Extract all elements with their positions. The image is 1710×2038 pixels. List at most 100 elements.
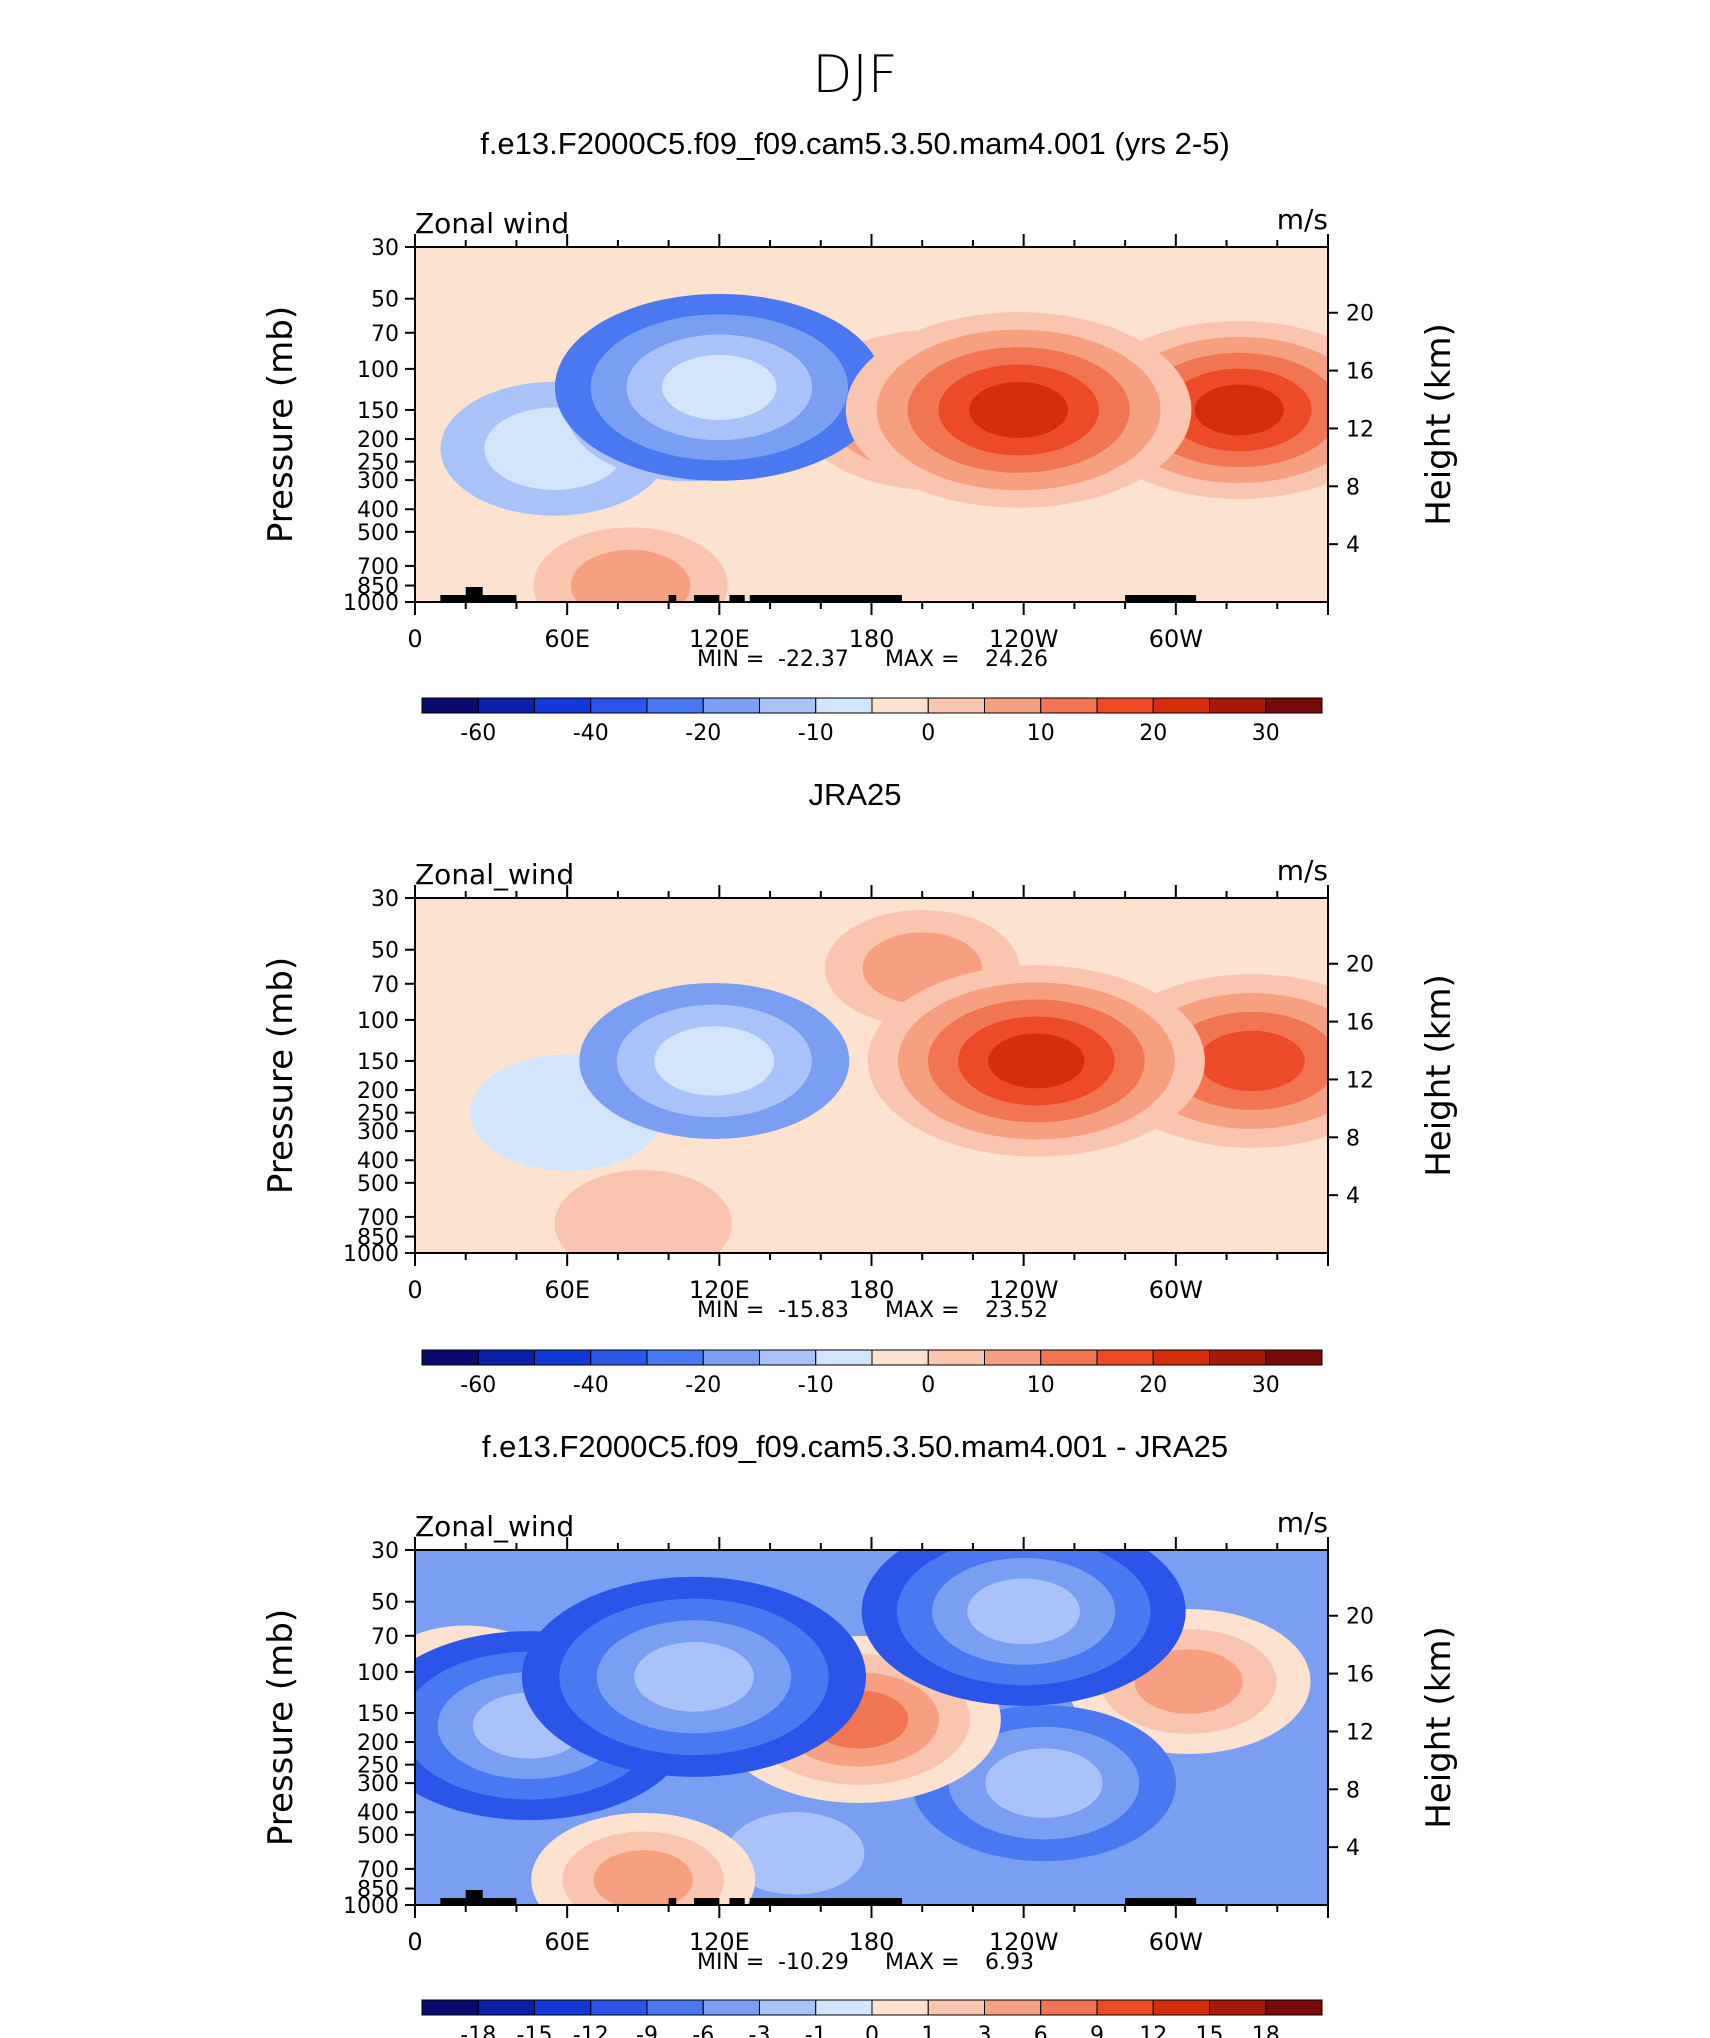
y-tick-label: 70 [371, 1625, 399, 1650]
y-tick-label: 250 [357, 1754, 399, 1779]
topography-6 [1125, 1898, 1197, 1905]
contour-field [415, 1550, 1328, 1905]
topography-3 [693, 595, 720, 602]
min-label: MIN = [697, 647, 764, 672]
y-tick-label: 300 [357, 1772, 399, 1797]
colorbar-swatch [421, 697, 479, 714]
y2-tick-label: 4 [1346, 1836, 1360, 1861]
y2-tick-label: 8 [1346, 475, 1360, 500]
colorbar-label: 0 [865, 2023, 879, 2038]
colorbar-label: 20 [1139, 1373, 1167, 1398]
y-tick-label: 850 [357, 575, 399, 600]
y-tick-label: 70 [371, 322, 399, 347]
y-tick-label: 400 [357, 1801, 399, 1826]
colorbar-swatch [1265, 697, 1323, 714]
x-tick-label: 120E [689, 625, 750, 653]
y2-tick-label: 20 [1346, 1605, 1374, 1630]
y-tick-label: 200 [357, 428, 399, 453]
contour-2-2 [726, 1812, 865, 1895]
max-label: MAX = [885, 647, 960, 672]
colorbar-swatch [871, 697, 929, 714]
min-label: MIN = [697, 1298, 764, 1323]
panel-title: JRA25 [808, 777, 901, 812]
x-tick-label: 60W [1149, 625, 1203, 653]
panel-3: f.e13.F2000C5.f09_f09.cam5.3.50.mam4.001… [261, 1429, 1459, 2038]
colorbar-label: 6 [1034, 2023, 1048, 2038]
y-axis-title: Pressure (mb) [261, 1609, 301, 1846]
min-value: -22.37 [778, 647, 849, 672]
colorbar-swatch [1209, 697, 1267, 714]
min-value: -10.29 [778, 1950, 849, 1975]
y-tick-label: 30 [371, 1539, 399, 1564]
topography-peak [465, 587, 483, 602]
colorbar-label: 18 [1252, 2023, 1280, 2038]
page-title: DJF [812, 45, 897, 105]
colorbar-swatch [927, 697, 985, 714]
panel-title: f.e13.F2000C5.f09_f09.cam5.3.50.mam4.001… [482, 1429, 1228, 1464]
y2-tick-label: 12 [1346, 1720, 1374, 1745]
y2-tick-label: 20 [1346, 953, 1374, 978]
y-tick-label: 1000 [343, 1242, 399, 1267]
colorbar-label: -20 [685, 721, 721, 746]
x-tick-label: 0 [407, 1276, 422, 1304]
contour-2-1 [554, 1170, 733, 1253]
x-tick-label: 180 [849, 625, 895, 653]
topography-2 [668, 595, 677, 602]
y-tick-label: 200 [357, 1731, 399, 1756]
x-tick-label: 120E [689, 1276, 750, 1304]
y-tick-label: 400 [357, 498, 399, 523]
panel-title: f.e13.F2000C5.f09_f09.cam5.3.50.mam4.001… [480, 126, 1230, 161]
y-tick-label: 250 [357, 1102, 399, 1127]
colorbar-label: -9 [636, 2023, 658, 2038]
y-tick-label: 100 [357, 358, 399, 383]
y2-axis-title: Height (km) [1419, 323, 1459, 526]
max-value: 24.26 [985, 647, 1048, 672]
colorbar-swatch [1040, 697, 1098, 714]
colorbar-swatch [421, 1349, 479, 1366]
y-tick-label: 700 [357, 555, 399, 580]
colorbar-label: 10 [1027, 1373, 1055, 1398]
y2-axis-title: Height (km) [1419, 1626, 1459, 1829]
colorbar-swatch [1096, 697, 1154, 714]
colorbar-label: -60 [460, 1373, 496, 1398]
max-label: MAX = [885, 1298, 960, 1323]
colorbar-swatch [1152, 1999, 1210, 2016]
colorbar-label: -10 [798, 1373, 834, 1398]
colorbar-swatch [759, 1999, 817, 2016]
colorbar: -18 -15 -12 -9 -6 -3 -1 0 1 3 6 9 12 15 18 [421, 1999, 1323, 2038]
topography-5 [749, 1898, 902, 1905]
contour-5-3 [985, 1748, 1103, 1818]
x-tick-label: 120W [989, 1928, 1059, 1956]
y-tick-label: 50 [371, 288, 399, 313]
colorbar-swatch [534, 1349, 592, 1366]
y-tick-label: 50 [371, 1591, 399, 1616]
colorbar-label: -60 [460, 721, 496, 746]
contour-2-2 [570, 549, 691, 602]
y-tick-label: 30 [371, 236, 399, 261]
colorbar: -60 -40 -20 -10 0 10 20 30 [421, 1349, 1323, 1398]
colorbar: -60 -40 -20 -10 0 10 20 30 [421, 697, 1323, 746]
y-tick-label: 100 [357, 1009, 399, 1034]
colorbar-swatch [477, 1999, 535, 2016]
colorbar-label: -6 [692, 2023, 714, 2038]
y-tick-label: 850 [357, 1878, 399, 1903]
y2-tick-label: 16 [1346, 1663, 1374, 1688]
colorbar-label: -15 [517, 2023, 553, 2038]
y2-tick-label: 16 [1346, 1011, 1374, 1036]
colorbar-label: -10 [798, 721, 834, 746]
colorbar-label: -40 [573, 721, 609, 746]
y-tick-label: 30 [371, 887, 399, 912]
contour-4-3 [1134, 1649, 1243, 1714]
colorbar-label: 12 [1139, 2023, 1167, 2038]
colorbar-swatch [590, 697, 648, 714]
colorbar-swatch [1152, 697, 1210, 714]
colorbar-swatch [1096, 1999, 1154, 2016]
y2-tick-label: 16 [1346, 360, 1374, 385]
topography-4 [729, 1898, 745, 1905]
y-tick-label: 1000 [343, 591, 399, 616]
contour-3-3 [593, 1850, 694, 1905]
y2-tick-label: 20 [1346, 302, 1374, 327]
colorbar-label: 30 [1252, 721, 1280, 746]
